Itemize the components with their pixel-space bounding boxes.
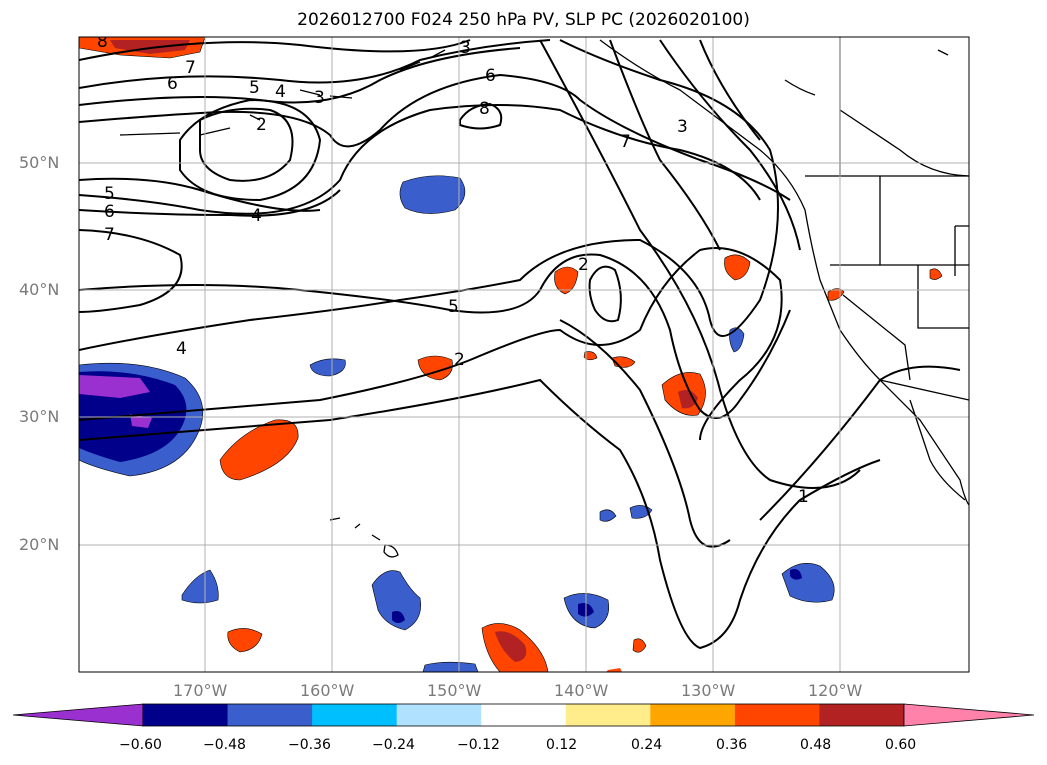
- contour-label: 6: [167, 74, 178, 94]
- contour-label: 4: [176, 339, 187, 359]
- lat-label-20n: 20°N: [19, 535, 60, 554]
- coastlines: [119, 37, 969, 558]
- lon-label-150w: 150°W: [427, 681, 482, 700]
- contour-label: 5: [104, 184, 115, 204]
- colorbar-segment: [734, 704, 820, 726]
- colorbar-segment: [481, 704, 567, 726]
- contour-label: 5: [249, 78, 260, 98]
- contour-label: 5: [448, 297, 459, 317]
- contour-label: 3: [314, 88, 325, 108]
- lon-label-130w: 130°W: [681, 681, 736, 700]
- contour-labels: 8 3 7 6 5 4 3 2 6 8 3 7 5 6 7 4 2 5 4 2 …: [97, 32, 809, 507]
- contour-label: 7: [620, 132, 631, 152]
- contour-label: 3: [460, 38, 471, 58]
- colorbar-segment: [819, 704, 905, 726]
- contour-label: 2: [578, 255, 589, 275]
- colorbar-tick: 0.60: [885, 737, 917, 753]
- colorbar-segment: [312, 704, 398, 726]
- colorbar-segment: [396, 704, 482, 726]
- contour-label: 4: [275, 82, 286, 102]
- colorbar-tick: 0.24: [631, 737, 663, 753]
- map-frame: [78, 36, 970, 673]
- colorbar-segment: [227, 704, 313, 726]
- colorbar-tick: 0.12: [546, 737, 578, 753]
- lat-label-30n: 30°N: [19, 407, 60, 426]
- colorbar-extend-low: [12, 703, 144, 727]
- map-title: 2026012700 F024 250 hPa PV, SLP PC (2026…: [297, 10, 750, 30]
- contour-label: 8: [97, 32, 108, 52]
- graticule: [79, 37, 969, 672]
- colorbar-tick: −0.12: [457, 737, 500, 753]
- contour-label: 8: [479, 99, 490, 119]
- colorbar-segment: [143, 704, 229, 726]
- contour-label: 3: [677, 117, 688, 137]
- colorbar-tick: −0.60: [119, 737, 162, 753]
- contour-label: 6: [104, 202, 115, 222]
- lat-label-50n: 50°N: [19, 153, 60, 172]
- contour-label: 7: [104, 225, 115, 245]
- colorbar-tick: 0.48: [800, 737, 832, 753]
- contour-label: 2: [256, 115, 267, 135]
- colorbar-tick: −0.48: [203, 737, 246, 753]
- contour-label: 1: [798, 487, 809, 507]
- colorbar-segment: [650, 704, 736, 726]
- colorbar: [12, 703, 1035, 727]
- colorbar-tick: 0.36: [716, 737, 748, 753]
- colorbar-extend-high: [903, 703, 1035, 727]
- lon-label-140w: 140°W: [554, 681, 609, 700]
- contour-label: 7: [185, 58, 196, 78]
- slp-contours: [79, 39, 961, 650]
- contour-label: 2: [454, 350, 465, 370]
- lon-label-160w: 160°W: [300, 681, 355, 700]
- lon-label-170w: 170°W: [173, 681, 228, 700]
- lat-label-40n: 40°N: [19, 280, 60, 299]
- colorbar-tick: −0.24: [372, 737, 415, 753]
- contour-label: 4: [251, 206, 262, 226]
- lon-label-120w: 120°W: [808, 681, 863, 700]
- colorbar-segment: [565, 704, 651, 726]
- colorbar-tick: −0.36: [288, 737, 331, 753]
- contour-label: 6: [485, 66, 496, 86]
